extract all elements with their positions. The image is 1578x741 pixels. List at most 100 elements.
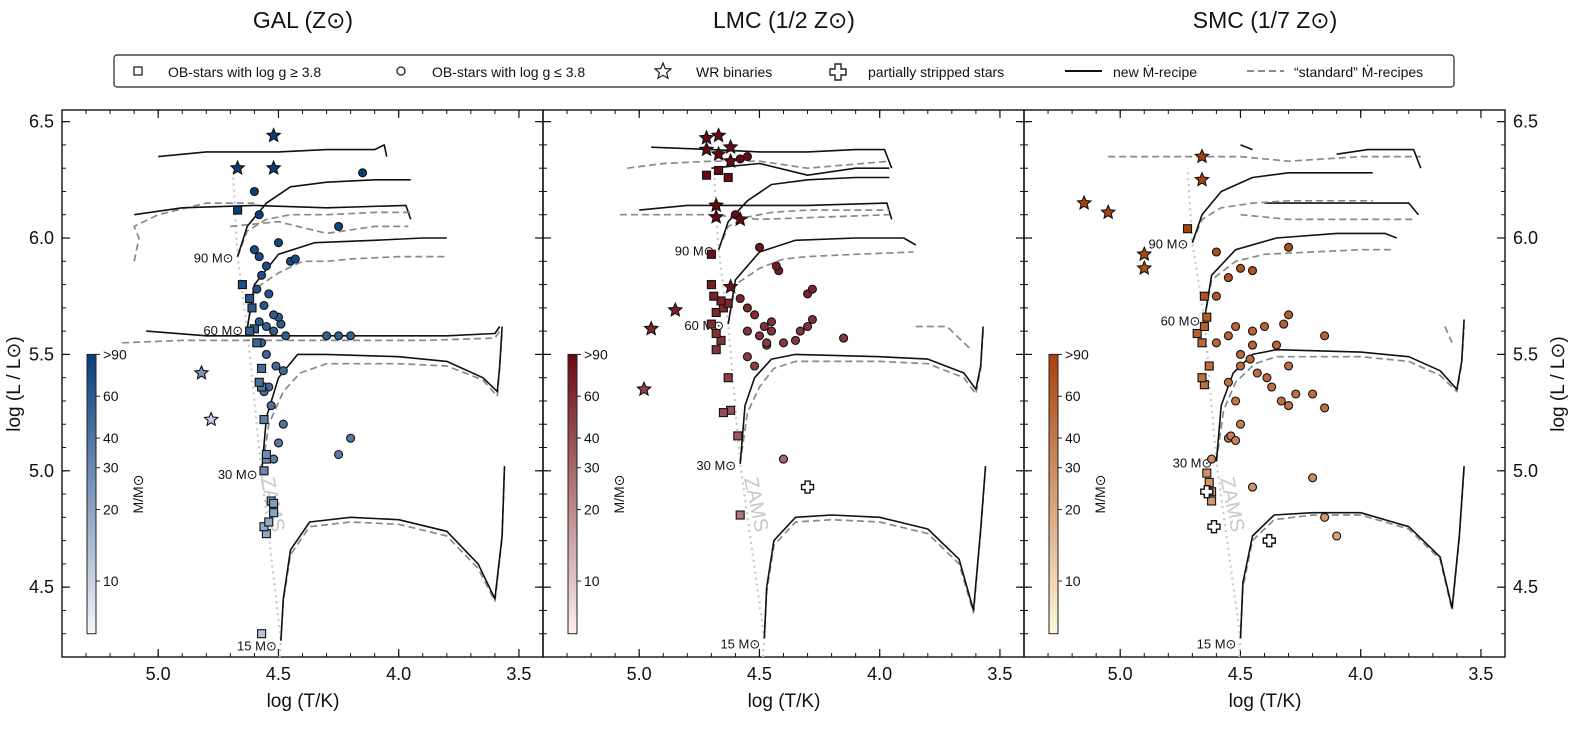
track-standard-30: [260, 331, 503, 474]
wr-binary: [722, 152, 739, 169]
legend-ob-high-g: OB-stars with log g ≥ 3.8: [168, 64, 321, 80]
legend-square-marker: [133, 66, 143, 76]
ob-star-high-g: [1197, 338, 1207, 348]
track-standard-15: [1239, 468, 1465, 639]
wr-binary: [193, 364, 210, 380]
track-new-60: [246, 237, 447, 329]
ob-star-low-g: [742, 152, 752, 162]
x-tick-label: 4.5: [266, 664, 291, 684]
ob-star-low-g: [1284, 401, 1294, 411]
extra-track-standard: [1444, 326, 1453, 344]
ob-star-low-g: [346, 433, 356, 443]
x-tick-label: 4.0: [1348, 664, 1373, 684]
ob-star-high-g: [735, 510, 745, 520]
ob-star-low-g: [1235, 419, 1246, 429]
ob-star-high-g: [701, 170, 712, 180]
wr-binary: [710, 127, 727, 143]
wr-binary: [708, 196, 725, 213]
track-new-15: [280, 466, 506, 641]
ob-star-high-g: [259, 522, 269, 532]
colorbar: [86, 353, 97, 635]
colorbar-tick-label: 30: [584, 460, 600, 476]
ob-star-low-g: [803, 321, 813, 332]
ob-star-low-g: [1308, 473, 1318, 483]
ob-star-low-g: [735, 293, 745, 304]
wr-binary: [698, 129, 715, 145]
colorbar-tick-label: 40: [103, 430, 119, 446]
ob-star-low-g: [252, 284, 262, 294]
ob-star-low-g: [807, 284, 817, 294]
ob-star-low-g: [1320, 403, 1330, 413]
ob-star-low-g: [1262, 373, 1272, 383]
y-tick-label-right: 6.5: [1513, 112, 1538, 132]
ob-star-high-g: [1182, 224, 1193, 234]
ob-star-high-g: [257, 363, 267, 373]
ob-star-low-g: [254, 210, 264, 220]
zams-line: [712, 168, 766, 657]
ob-star-low-g: [249, 245, 259, 255]
track-label-90: 90 M⊙: [194, 251, 234, 266]
ob-star-high-g: [1199, 321, 1209, 332]
colorbar-tick-label: 60: [1065, 388, 1081, 404]
wr-binary: [710, 145, 727, 162]
track-new-90: [1191, 172, 1373, 243]
ob-star-low-g: [1284, 242, 1294, 252]
wr-binary: [1100, 204, 1117, 220]
ob-star-low-g: [346, 331, 356, 341]
ob-star-low-g: [334, 449, 344, 460]
ob-star-low-g: [1231, 396, 1241, 406]
ob-star-low-g: [1247, 340, 1258, 350]
extra-track-standard: [133, 202, 255, 262]
ob-star-high-g: [237, 280, 247, 290]
ob-star-low-g: [334, 331, 344, 341]
ob-star-low-g: [766, 326, 777, 336]
extra-track-standard: [1108, 155, 1421, 163]
ob-star-low-g: [1223, 331, 1233, 341]
ob-star-low-g: [1291, 389, 1301, 399]
extra-track-standard: [627, 160, 890, 170]
ob-star-low-g: [257, 270, 267, 280]
wr-binary: [643, 320, 660, 336]
track-label-15: 15 M⊙: [237, 639, 277, 654]
x-tick-label: 3.5: [987, 664, 1012, 684]
wr-binary: [667, 301, 684, 317]
ob-star-low-g: [1207, 454, 1217, 464]
ob-star-low-g: [750, 310, 760, 320]
legend-wr-binaries: WR binaries: [696, 64, 772, 80]
zams-line: [231, 168, 282, 657]
ob-star-low-g: [1211, 338, 1221, 348]
colorbar-tick-label: 20: [1065, 502, 1081, 518]
track-label-60: 60 M⊙: [203, 323, 243, 338]
track-label-15: 15 M⊙: [1197, 636, 1237, 651]
x-tick-label: 5.0: [146, 664, 171, 684]
ob-star-low-g: [1211, 247, 1221, 257]
wr-binary: [698, 141, 715, 157]
ob-star-low-g: [778, 454, 789, 464]
legend-frame: [113, 54, 1455, 88]
ob-star-high-g: [264, 517, 274, 527]
y-tick-label-right: 5.5: [1513, 344, 1538, 364]
track-standard-90: [1191, 199, 1373, 244]
ob-star-high-g: [269, 498, 279, 508]
panel-frame: [61, 109, 544, 658]
ob-star-high-g: [711, 345, 721, 355]
ob-star-low-g: [334, 221, 344, 231]
ob-star-high-g: [718, 408, 728, 418]
colorbar-tick-label: 10: [1065, 573, 1081, 589]
extra-track-new: [639, 202, 893, 220]
ob-star-high-g: [1199, 291, 1209, 301]
ob-star-high-g: [733, 431, 743, 441]
ob-star-low-g: [1271, 340, 1282, 350]
ob-star-low-g: [766, 317, 777, 327]
ob-star-high-g: [269, 508, 279, 518]
ob-star-high-g: [247, 303, 257, 313]
ob-star-low-g: [750, 361, 760, 371]
ob-star-high-g: [259, 415, 269, 425]
ob-star-high-g: [714, 165, 724, 176]
panel-title-lmc: LMC (1/2 Z⊙): [713, 7, 855, 33]
ob-star-high-g: [706, 319, 716, 329]
ob-star-low-g: [754, 242, 765, 252]
